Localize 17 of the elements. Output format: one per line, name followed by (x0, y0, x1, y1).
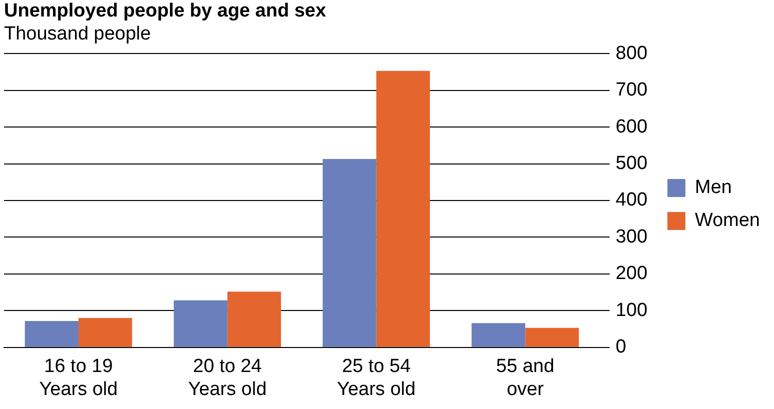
y-tick-label: 0 (616, 336, 626, 358)
y-tick-label: 300 (616, 226, 648, 248)
y-tick-label: 800 (616, 42, 648, 64)
chart-subtitle: Thousand people (4, 23, 151, 44)
y-tick-label: 100 (616, 300, 648, 321)
y-tick-label: 500 (616, 153, 648, 174)
y-tick-label: 600 (616, 116, 648, 138)
legend-label: Men (694, 177, 732, 198)
chart-title: Unemployed people by age and sex (4, 0, 326, 22)
y-tick-label: 700 (616, 80, 648, 101)
x-tick-label: 55 and over (496, 356, 554, 400)
x-tick-label: 16 to 19 Years old (39, 356, 118, 400)
legend-label: Women (694, 210, 760, 232)
y-tick-label: 200 (616, 263, 648, 284)
y-tick-label: 400 (616, 190, 648, 211)
x-tick-label: 25 to 54 Years old (337, 356, 416, 400)
x-tick-label: 20 to 24 Years old (188, 356, 267, 400)
